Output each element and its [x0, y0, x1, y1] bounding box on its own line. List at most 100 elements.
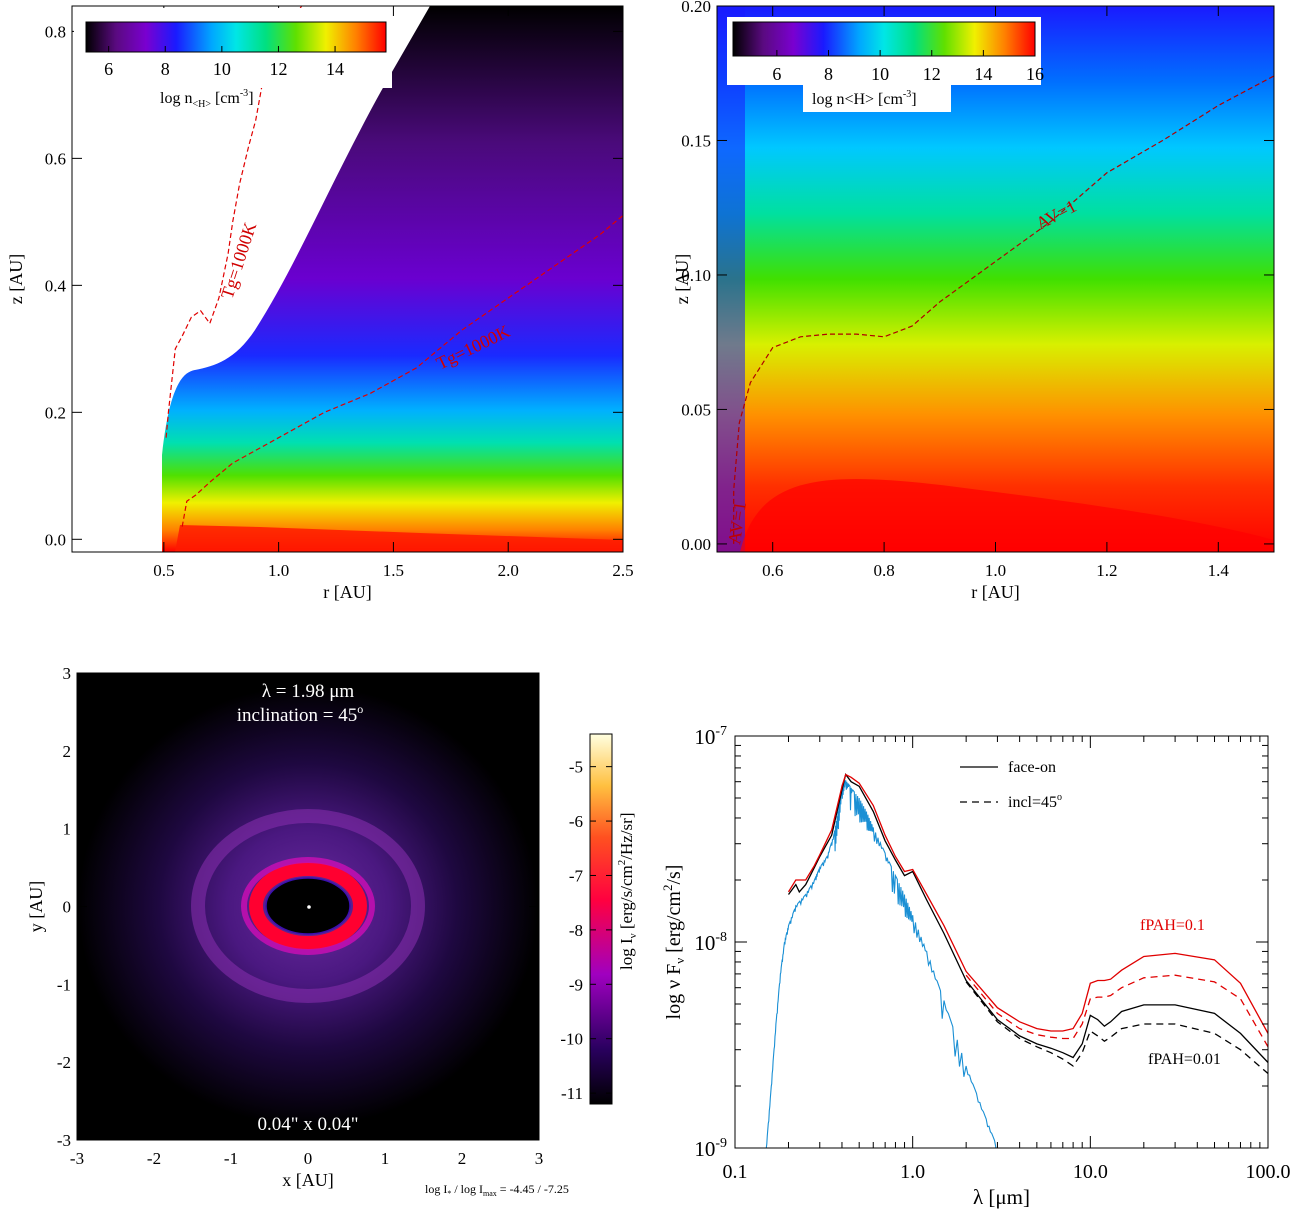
- density-map: [717, 6, 1274, 552]
- y-tick-label: 0.15: [681, 131, 711, 150]
- x-tick-label: 0.1: [723, 1161, 748, 1183]
- colorbar-label: log n<H> [cm-3]: [812, 89, 917, 108]
- colorbar: [86, 22, 386, 52]
- colorbar-tick-label: 6: [772, 64, 781, 84]
- y-tick-exponent: -7: [715, 724, 727, 739]
- x-tick-label: 2.5: [612, 561, 633, 580]
- colorbar-label: log n<H> [cm-3]: [160, 88, 254, 110]
- colorbar-tick-label: 10: [213, 59, 231, 79]
- y-tick-label: 0.00: [681, 535, 711, 554]
- y-axis-label: z [AU]: [6, 254, 26, 304]
- y-tick-label: 0.0: [45, 530, 66, 549]
- x-axis-label: r [AU]: [971, 582, 1019, 602]
- x-tick-label: 0.5: [153, 561, 174, 580]
- y-axis-label: log ν Fν [erg/cm2/s]: [660, 865, 687, 1020]
- y-tick-base: 10: [694, 931, 715, 955]
- wavelength-label: λ = 1.98 μm: [262, 681, 355, 702]
- y-axis-label-part: /s]: [663, 865, 685, 885]
- y-tick-label: 3: [63, 664, 72, 683]
- x-tick-label: 3: [535, 1149, 544, 1168]
- colorbar-tick-label: 12: [269, 59, 287, 79]
- y-tick-label: 0.4: [45, 276, 67, 295]
- panel-sed: 0.1 1.0 10.0 100.010-710-810-9λ [μm]log ν F…: [660, 724, 1291, 1209]
- panel-density-wide: Tg=1000K Tg=1000K 0.5 1.0 1.5 2.0 2.50.00.20…: [6, 6, 634, 602]
- x-tick-label: -2: [147, 1149, 161, 1168]
- x-tick-label: 2: [458, 1149, 467, 1168]
- x-tick-label: 1.5: [383, 561, 404, 580]
- colorbar-tick-label: -8: [569, 921, 583, 940]
- x-tick-label: 1.4: [1208, 561, 1230, 580]
- x-tick-label: 100.0: [1246, 1161, 1291, 1183]
- y-tick-base: 10: [694, 1137, 715, 1161]
- y-tick-label: 1: [63, 820, 72, 839]
- y-tick-label: 10-7: [694, 724, 727, 749]
- x-tick-label: 1.0: [985, 561, 1006, 580]
- contour-label-upper: Tg=1000K: [217, 220, 260, 301]
- y-tick-label: 0.6: [45, 149, 66, 168]
- y-axis-label: z [AU]: [672, 254, 692, 304]
- y-tick-label: 10-9: [694, 1136, 727, 1161]
- sed-series: [766, 775, 1268, 1149]
- y-tick-label: -3: [57, 1131, 71, 1150]
- x-tick-label: 10.0: [1073, 1161, 1108, 1183]
- y-tick-label: 2: [63, 742, 72, 761]
- colorbar-tick-label: -7: [569, 866, 584, 885]
- colorbar-tick-label: 14: [326, 59, 344, 79]
- y-tick-label: 10-8: [694, 930, 727, 955]
- x-tick-label: 0.6: [762, 561, 783, 580]
- x-axis-label: x [AU]: [282, 1170, 334, 1190]
- x-tick-label: -1: [224, 1149, 238, 1168]
- y-tick-base: 10: [694, 725, 715, 749]
- y-tick-exponent: -9: [715, 1136, 727, 1151]
- x-tick-label: 1.0: [268, 561, 289, 580]
- colorbar: [733, 22, 1035, 56]
- colorbar-tick-label: 14: [974, 64, 992, 84]
- colorbar-tick-label: -6: [569, 812, 583, 831]
- y-tick-exponent: -8: [715, 930, 727, 945]
- colorbar-tick-label: -9: [569, 975, 583, 994]
- y-axis-label: y [AU]: [26, 881, 46, 933]
- colorbar-tick-label: 10: [871, 64, 889, 84]
- annotation-fpah-01: fPAH=0.1: [1140, 917, 1205, 934]
- colorbar-tick-label: 8: [161, 59, 170, 79]
- legend-label-face-on: face-on: [1008, 759, 1056, 776]
- x-tick-label: 1: [381, 1149, 390, 1168]
- panel-density-zoom: AV=1 AV=1 0.6 0.8 1.0 1.2 1.40.000.050.100.1…: [672, 0, 1274, 602]
- colorbar-tick-label: 12: [923, 64, 941, 84]
- central-star: [307, 905, 311, 909]
- y-tick-label: 0.8: [45, 22, 66, 41]
- y-tick-label: -1: [57, 975, 71, 994]
- colorbar-tick-label: 6: [104, 59, 113, 79]
- y-tick-label: -2: [57, 1053, 71, 1072]
- x-tick-label: 1.0: [900, 1161, 925, 1183]
- colorbar-label: log Iν [erg/s/cm2/Hz/sr]: [616, 813, 639, 971]
- y-tick-label: 0.2: [45, 403, 66, 422]
- colorbar: [590, 734, 612, 1104]
- x-tick-label: -3: [70, 1149, 84, 1168]
- plot-frame: [735, 736, 1268, 1148]
- series-line: [966, 975, 1268, 1047]
- colorbar-tick-label: -5: [569, 758, 583, 777]
- intensity-footer: log I* / log Imax = -4.45 / -7.25: [425, 1182, 569, 1198]
- y-axis-label-part: [erg/cm: [663, 891, 685, 958]
- x-tick-label: 1.2: [1096, 561, 1117, 580]
- y-tick-label: 0: [63, 898, 72, 917]
- y-axis-label-part: log ν F: [663, 964, 685, 1020]
- colorbar-tick-label: -10: [560, 1030, 583, 1049]
- series-line: [966, 982, 1268, 1074]
- panel-image: λ = 1.98 μm inclination = 45o 0.04" x 0.…: [26, 664, 639, 1198]
- x-axis-label: λ [μm]: [973, 1185, 1030, 1209]
- inclination-label: inclination = 45o: [237, 702, 363, 726]
- y-tick-label: 0.05: [681, 400, 711, 419]
- x-tick-label: 2.0: [498, 561, 519, 580]
- colorbar-tick-label: 8: [824, 64, 833, 84]
- x-tick-label: 0: [304, 1149, 313, 1168]
- inner-blue-wall: [717, 6, 745, 552]
- colorbar-tick-label: 16: [1026, 64, 1044, 84]
- y-tick-label: 0.20: [681, 0, 711, 16]
- colorbar-tick-label: -11: [561, 1084, 583, 1103]
- annotation-fpah-001: fPAH=0.01: [1148, 1051, 1221, 1068]
- legend-label-incl: incl=45o: [1008, 792, 1062, 811]
- x-tick-label: 0.8: [873, 561, 894, 580]
